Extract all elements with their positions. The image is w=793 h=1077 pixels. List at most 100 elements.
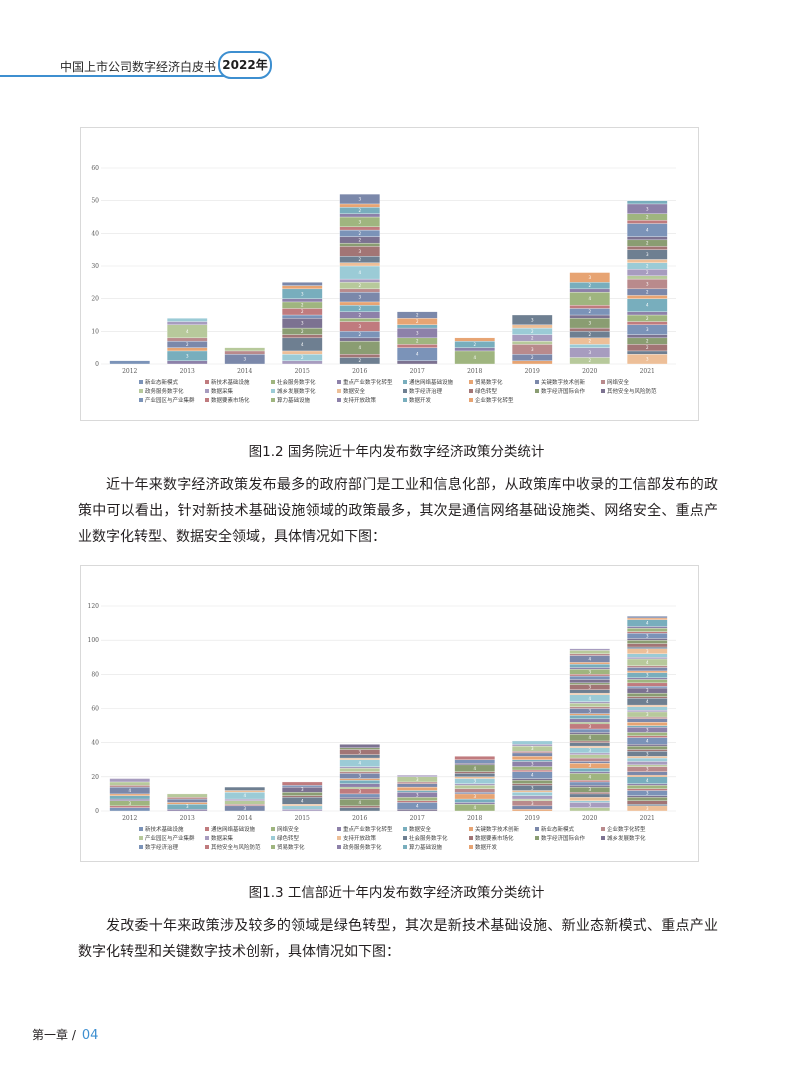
bar-segment-label: 4 — [128, 788, 131, 793]
bar-segment — [626, 757, 668, 762]
bar-segment — [626, 771, 668, 776]
bar-segment — [511, 752, 553, 757]
legend-swatch — [403, 389, 407, 393]
legend-swatch — [337, 827, 341, 831]
legend-swatch — [139, 389, 143, 393]
bar-segment — [281, 805, 323, 810]
x-tick-label: 2015 — [295, 815, 310, 822]
bar-segment — [569, 703, 611, 707]
bar-segment — [339, 203, 381, 208]
bar-segment-label: 3 — [646, 252, 649, 257]
bar-segment — [339, 793, 381, 798]
legend-label: 通信网络基础设施 — [409, 378, 454, 386]
bar-segment — [396, 774, 438, 777]
bar-segment — [339, 768, 381, 772]
y-tick-label: 40 — [91, 740, 99, 747]
bar-segment-label: 4 — [358, 761, 361, 766]
bar-segment — [569, 718, 611, 723]
bar-segment — [569, 768, 611, 772]
bar-segment — [224, 790, 266, 793]
bar-segment-label: 2 — [358, 283, 361, 288]
bar-segment-label: 3 — [301, 321, 304, 326]
bar-segment-label: 2 — [646, 241, 649, 246]
header-year-badge: 2022年 — [218, 51, 272, 79]
bar-segment — [626, 722, 668, 726]
bar-segment-label: 4 — [301, 798, 304, 803]
legend-swatch — [205, 827, 209, 831]
bar-segment-label: 2 — [588, 332, 591, 337]
legend-swatch — [601, 827, 605, 831]
bar-segment — [626, 628, 668, 632]
legend-label: 新技术基础设施 — [211, 378, 250, 386]
bar-segment-label: 3 — [358, 219, 361, 224]
bar-segment-label: 4 — [588, 774, 591, 779]
bar-segment-label: 3 — [416, 330, 419, 335]
bar-segment-label: 4 — [646, 660, 649, 665]
legend-label: 产业园区与产业集群 — [145, 834, 195, 842]
bar-segment — [511, 744, 553, 747]
footer-page-number: 04 — [81, 1028, 99, 1043]
bar-segment — [109, 360, 151, 365]
bar-segment — [626, 321, 668, 325]
bar-segment-label: 4 — [358, 345, 361, 350]
bar-segment — [224, 800, 266, 805]
bar-segment-label: 3 — [358, 249, 361, 254]
legend-label: 通信网络基础设施 — [211, 825, 256, 833]
bar-segment — [626, 334, 668, 339]
legend-label: 新业态新模式 — [541, 825, 575, 833]
bar-segment-label: 3 — [646, 649, 649, 654]
bar-segment-label: 2 — [646, 345, 649, 350]
legend-swatch — [403, 398, 407, 402]
y-tick-label: 20 — [91, 296, 99, 303]
bar-segment — [109, 781, 151, 786]
legend-swatch — [205, 389, 209, 393]
bar-segment — [626, 677, 668, 680]
bar-segment-label: 4 — [646, 738, 649, 743]
bar-segment — [224, 347, 266, 352]
bar-segment — [454, 771, 496, 774]
bar-segment — [339, 747, 381, 750]
bar-segment-label: 4 — [646, 778, 649, 783]
bar-segment — [626, 646, 668, 649]
legend-label: 算力基础设施 — [409, 843, 443, 851]
bar-segment — [511, 805, 553, 810]
bar-segment — [626, 350, 668, 355]
legend-swatch — [535, 836, 539, 840]
legend-label: 数据要素市场化 — [475, 834, 514, 842]
bar-segment — [396, 790, 438, 793]
bar-segment — [339, 807, 381, 812]
bar-segment-label: 3 — [243, 357, 246, 362]
bar-segment — [281, 360, 323, 365]
y-tick-label: 80 — [91, 671, 99, 678]
bar-segment — [626, 744, 668, 747]
bar-segment-label: 3 — [473, 794, 476, 799]
bar-segment — [626, 735, 668, 738]
legend-label: 重点产业数字化转型 — [343, 825, 393, 833]
bar-segment — [569, 785, 611, 788]
bar-segment — [626, 246, 668, 250]
legend-swatch — [469, 836, 473, 840]
legend-label: 贸易数字化 — [475, 378, 503, 386]
bar-segment-label: 2 — [301, 355, 304, 360]
bar-segment-label: 4 — [473, 355, 476, 360]
bar-segment — [224, 350, 266, 355]
legend-label: 数据开发 — [409, 396, 432, 404]
bar-segment — [626, 667, 668, 672]
bar-segment — [626, 718, 668, 723]
bar-segment — [166, 347, 208, 352]
bar-segment — [626, 804, 668, 807]
bar-segment — [454, 788, 496, 793]
bar-segment — [569, 689, 611, 694]
bar-segment-label: 3 — [646, 673, 649, 678]
bar-segment — [626, 311, 668, 316]
bar-segment — [626, 631, 668, 634]
bar-segment — [569, 327, 611, 332]
legend-swatch — [469, 389, 473, 393]
bar-segment-label: 2 — [646, 316, 649, 321]
bar-segment — [511, 792, 553, 796]
bar-segment-label: 2 — [531, 335, 534, 340]
page-footer: 第一章 / 04 — [32, 1026, 98, 1043]
bar-segment — [166, 360, 208, 365]
bar-segment-label: 2 — [358, 313, 361, 318]
bar-segment-label: 2 — [646, 264, 649, 269]
